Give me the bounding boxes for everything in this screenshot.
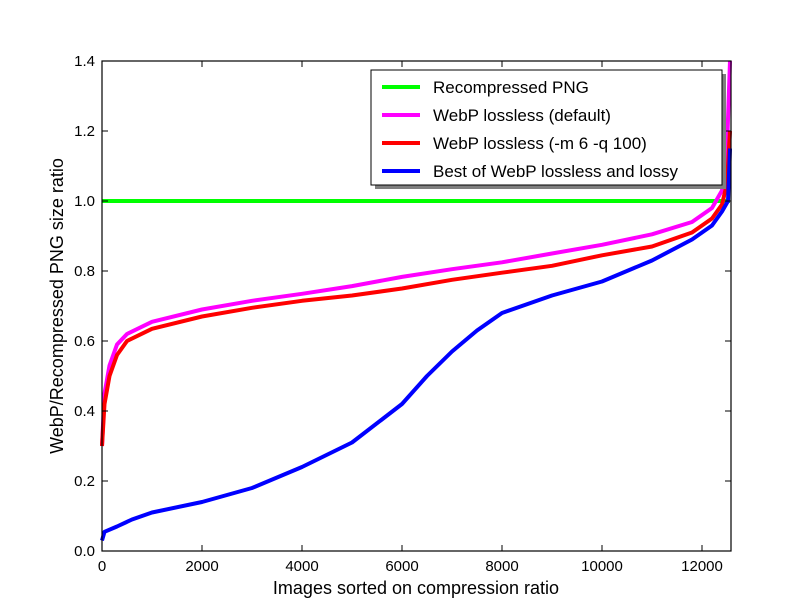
series-line-2 — [100, 130, 732, 447]
x-axis-label: Images sorted on compression ratio — [273, 578, 559, 598]
y-tick-label: 0.6 — [74, 333, 95, 350]
y-tick-label: 0.2 — [74, 473, 95, 490]
legend-label-0: Recompressed PNG — [433, 78, 589, 97]
y-tick-label: 0.0 — [74, 543, 95, 560]
x-tick-label: 8000 — [485, 558, 518, 575]
legend-label-2: WebP lossless (-m 6 -q 100) — [433, 134, 647, 153]
y-tick-label: 0.8 — [74, 263, 95, 280]
y-tick-label: 1.0 — [74, 193, 95, 210]
legend-label-1: WebP lossless (default) — [433, 106, 611, 125]
x-tick-label: 0 — [98, 558, 106, 575]
x-tick-label: 6000 — [385, 558, 418, 575]
x-tick-label: 12000 — [681, 558, 723, 575]
legend-label-3: Best of WebP lossless and lossy — [433, 162, 679, 181]
series-layer — [100, 60, 732, 542]
legend: Recompressed PNG WebP lossless (default) W… — [370, 69, 726, 189]
legend-box — [370, 69, 723, 186]
x-tick-label: 4000 — [285, 558, 318, 575]
y-tick-label: 0.4 — [74, 403, 95, 420]
x-tick-label: 2000 — [185, 558, 218, 575]
x-tick-label: 10000 — [581, 558, 623, 575]
series-line-3 — [100, 148, 732, 542]
series-line-1 — [100, 60, 732, 447]
y-tick-label: 1.2 — [74, 123, 95, 140]
ticks-layer: 0 2000 4000 6000 8000 10000 12000 0.0 0.2 0.4 0.6 0… — [74, 53, 731, 575]
y-tick-label: 1.4 — [74, 53, 95, 70]
y-axis-label: WebP/Recompressed PNG size ratio — [47, 158, 67, 454]
plot-frame — [101, 60, 732, 552]
